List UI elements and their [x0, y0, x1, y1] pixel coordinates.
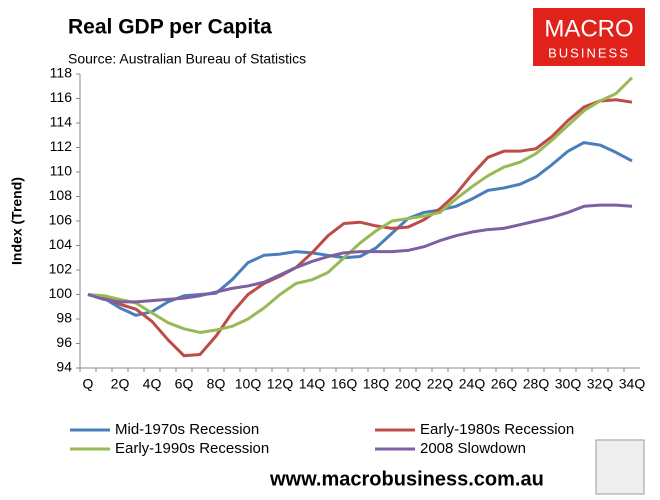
- series-line: [87, 203, 633, 304]
- chart-title: Real GDP per Capita: [68, 16, 272, 39]
- logo-text: BUSINESS: [548, 45, 630, 60]
- x-tick-label: 20Q: [395, 376, 422, 392]
- y-tick-label: 98: [56, 310, 72, 326]
- y-tick-label: 102: [49, 261, 73, 277]
- y-tick-label: 116: [50, 89, 73, 105]
- logo-icon: [595, 439, 645, 495]
- x-tick-label: 30Q: [555, 376, 582, 392]
- y-tick-label: 104: [49, 236, 73, 252]
- x-tick-label: 16Q: [331, 376, 358, 392]
- y-tick-label: 96: [56, 334, 72, 350]
- logo-text: MACRO: [544, 15, 633, 42]
- series-line: [87, 98, 633, 358]
- x-tick-label: 8Q: [207, 376, 226, 392]
- x-tick-label: 12Q: [267, 376, 294, 392]
- y-tick-label: 108: [49, 187, 73, 203]
- legend-label: Early-1990s Recession: [115, 440, 269, 457]
- site-url: www.macrobusiness.com.au: [269, 468, 544, 490]
- x-tick-label: 34Q: [619, 376, 646, 392]
- chart-subtitle: Source: Australian Bureau of Statistics: [68, 51, 306, 67]
- x-tick-label: 2Q: [111, 376, 130, 392]
- legend-label: Early-1980s Recession: [420, 421, 574, 438]
- y-tick-label: 110: [50, 163, 73, 179]
- x-tick-label: 4Q: [143, 376, 162, 392]
- x-tick-label: 24Q: [459, 376, 486, 392]
- x-tick-label: 28Q: [523, 376, 550, 392]
- x-tick-label: 14Q: [299, 376, 326, 392]
- y-tick-label: 112: [50, 138, 73, 154]
- x-tick-label: 32Q: [587, 376, 614, 392]
- x-tick-label: 10Q: [235, 376, 262, 392]
- series-line: [87, 141, 633, 317]
- logo-box: [533, 8, 645, 66]
- y-tick-label: 114: [50, 114, 73, 130]
- x-tick-label: 6Q: [175, 376, 194, 392]
- y-tick-label: 118: [50, 65, 73, 81]
- legend-label: Mid-1970s Recession: [115, 421, 259, 438]
- y-axis-label: Index (Trend): [9, 177, 25, 265]
- x-tick-label: Q: [83, 376, 94, 392]
- x-tick-label: 18Q: [363, 376, 390, 392]
- legend-label: 2008 Slowdown: [420, 440, 526, 457]
- y-tick-label: 94: [56, 359, 72, 375]
- x-tick-label: 22Q: [427, 376, 454, 392]
- series-line: [87, 76, 634, 334]
- y-tick-label: 100: [49, 285, 73, 301]
- x-tick-label: 26Q: [491, 376, 518, 392]
- y-tick-label: 106: [49, 212, 73, 228]
